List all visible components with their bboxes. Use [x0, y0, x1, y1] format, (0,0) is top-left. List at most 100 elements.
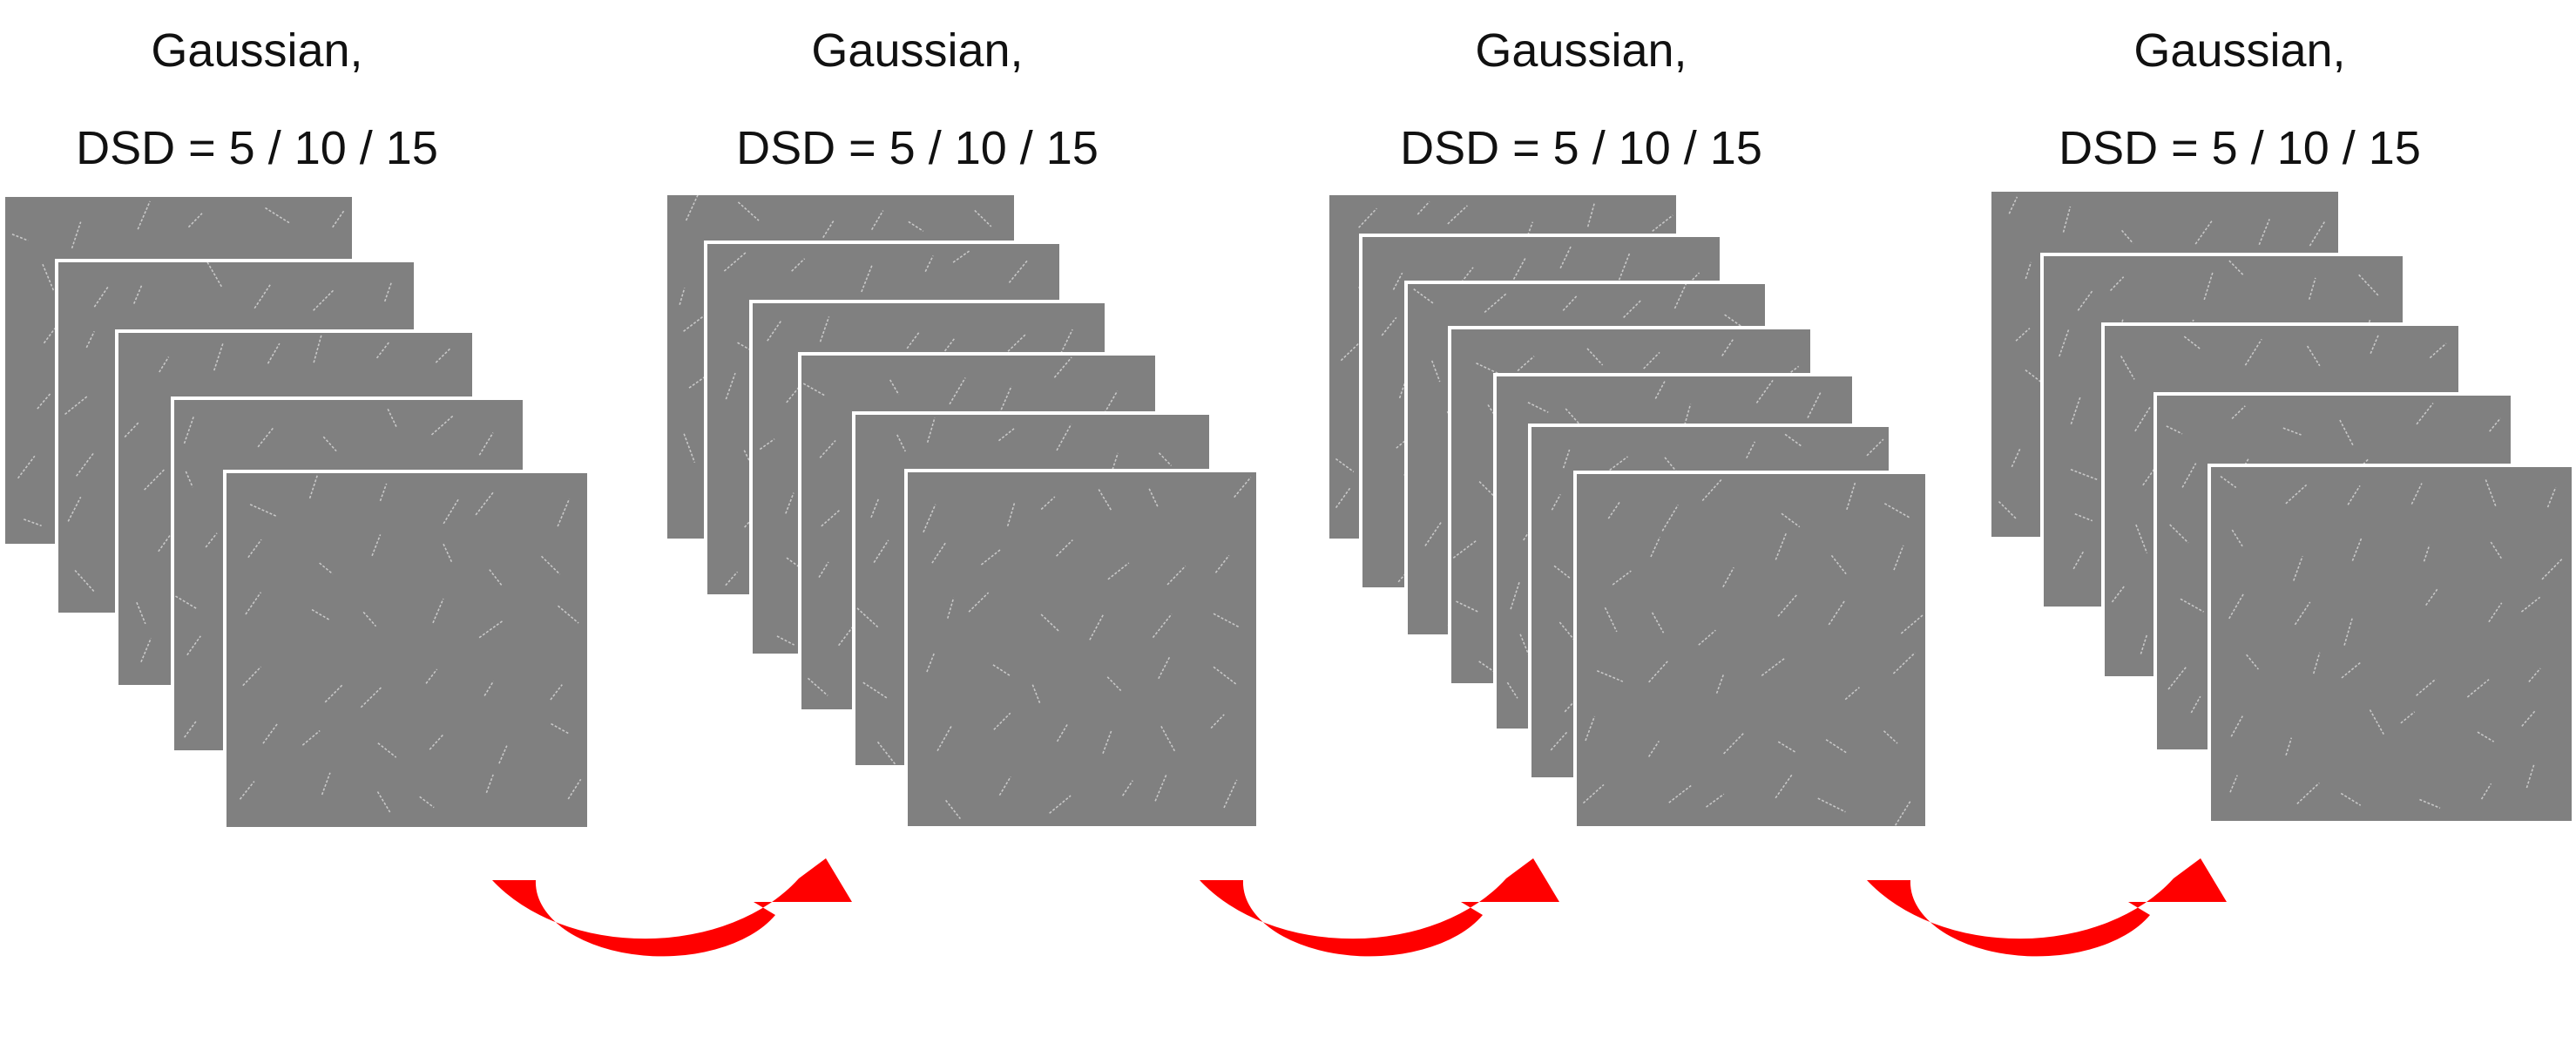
texture-line	[1807, 390, 1822, 418]
texture-line	[43, 328, 56, 344]
texture-line	[1381, 316, 1397, 336]
group-caption: Gaussian, DSD = 5 / 10 / 15	[612, 2, 1222, 197]
texture-line	[1004, 334, 1026, 356]
texture-line	[1866, 438, 1884, 457]
texture-line	[498, 745, 508, 764]
texture-line	[2369, 709, 2384, 735]
texture-line	[861, 265, 873, 293]
texture-line	[2008, 196, 2018, 214]
texture-line	[931, 542, 946, 564]
texture-line	[949, 377, 966, 405]
texture-line	[1089, 613, 1105, 640]
texture-line	[1416, 200, 1430, 215]
texture-line	[980, 549, 1001, 566]
texture-line	[71, 221, 82, 249]
texture-line	[1893, 545, 1904, 571]
texture-line	[1618, 253, 1631, 281]
texture-line	[2228, 593, 2244, 620]
texture-line	[313, 288, 335, 311]
texture-line	[2340, 792, 2362, 806]
texture-line	[1883, 730, 1898, 744]
texture-line	[371, 534, 382, 557]
texture-line	[1648, 661, 1668, 683]
texture-line	[1510, 581, 1520, 610]
texture-line	[1723, 732, 1745, 755]
texture-line	[1152, 613, 1173, 639]
frame-stack	[662, 0, 1324, 871]
texture-line	[1040, 496, 1056, 511]
texture-line	[945, 799, 962, 819]
texture-line	[1053, 356, 1072, 378]
frame-texture	[239, 475, 582, 814]
texture-line	[1604, 607, 1618, 633]
texture-line	[2285, 484, 2308, 505]
texture-line	[2120, 356, 2135, 380]
texture-line	[1551, 493, 1561, 511]
texture-line	[1562, 295, 1578, 311]
caption-line-2: DSD = 5 / 10 / 15	[1400, 122, 1762, 174]
texture-line	[759, 438, 775, 451]
texture-line	[1335, 486, 1351, 509]
texture-line	[1213, 666, 1237, 685]
frame-texture	[923, 477, 1252, 819]
texture-line	[1031, 684, 1041, 704]
texture-line	[1166, 566, 1187, 586]
texture-line	[67, 496, 82, 522]
texture-line	[2111, 585, 2126, 603]
texture-line	[2347, 485, 2361, 505]
group-caption: Gaussian, DSD = 5 / 10 / 15	[1935, 2, 2545, 197]
texture-line	[1456, 600, 1478, 613]
texture-line	[1234, 477, 1252, 498]
texture-line	[923, 504, 936, 533]
texture-line	[322, 436, 337, 452]
caption-line-2: DSD = 5 / 10 / 15	[736, 122, 1099, 174]
texture-line	[124, 422, 139, 438]
texture-line	[2489, 417, 2501, 432]
texture-line	[432, 598, 444, 624]
texture-line	[1527, 402, 1549, 413]
texture-line	[1340, 340, 1362, 362]
caption-line-1: Gaussian,	[2133, 24, 2346, 77]
texture-line	[725, 571, 739, 586]
texture-line	[265, 207, 291, 225]
texture-line	[1817, 797, 1846, 813]
texture-line	[2341, 661, 2362, 679]
transition-arrow-icon	[1867, 858, 2227, 957]
texture-line	[1056, 424, 1072, 451]
texture-line	[2343, 618, 2353, 646]
texture-line	[936, 724, 953, 752]
texture-line	[1210, 714, 1225, 729]
texture-line	[2203, 272, 2214, 301]
texture-line	[2190, 695, 2201, 714]
texture-line	[2025, 369, 2049, 389]
texture-line	[2229, 775, 2238, 793]
texture-line	[2110, 276, 2125, 292]
texture-line	[239, 781, 255, 800]
texture-line	[429, 733, 444, 750]
texture-line	[262, 723, 278, 744]
texture-line	[93, 286, 110, 308]
texture-line	[1214, 554, 1230, 573]
texture-line	[737, 201, 760, 221]
texture-line	[1643, 351, 1660, 369]
texture-line	[2294, 601, 2311, 626]
texture-line	[24, 518, 42, 527]
texture-line	[136, 601, 146, 625]
texture-line	[1673, 284, 1687, 309]
texture-line	[1107, 562, 1130, 580]
texture-line	[2072, 550, 2085, 570]
texture-line	[791, 258, 806, 272]
texture-line	[2228, 260, 2244, 276]
texture-line	[478, 620, 504, 639]
texture-line	[1335, 458, 1355, 473]
texture-line	[1825, 739, 1847, 754]
caption-line-1: Gaussian,	[1475, 24, 1687, 77]
texture-line	[541, 555, 561, 575]
texture-line	[1698, 629, 1716, 646]
texture-line	[1650, 536, 1661, 558]
frame-texture	[1582, 478, 1924, 826]
texture-line	[992, 664, 1011, 677]
texture-line	[158, 534, 172, 552]
frame-stack	[1324, 0, 1986, 871]
texture-line	[2485, 479, 2497, 506]
